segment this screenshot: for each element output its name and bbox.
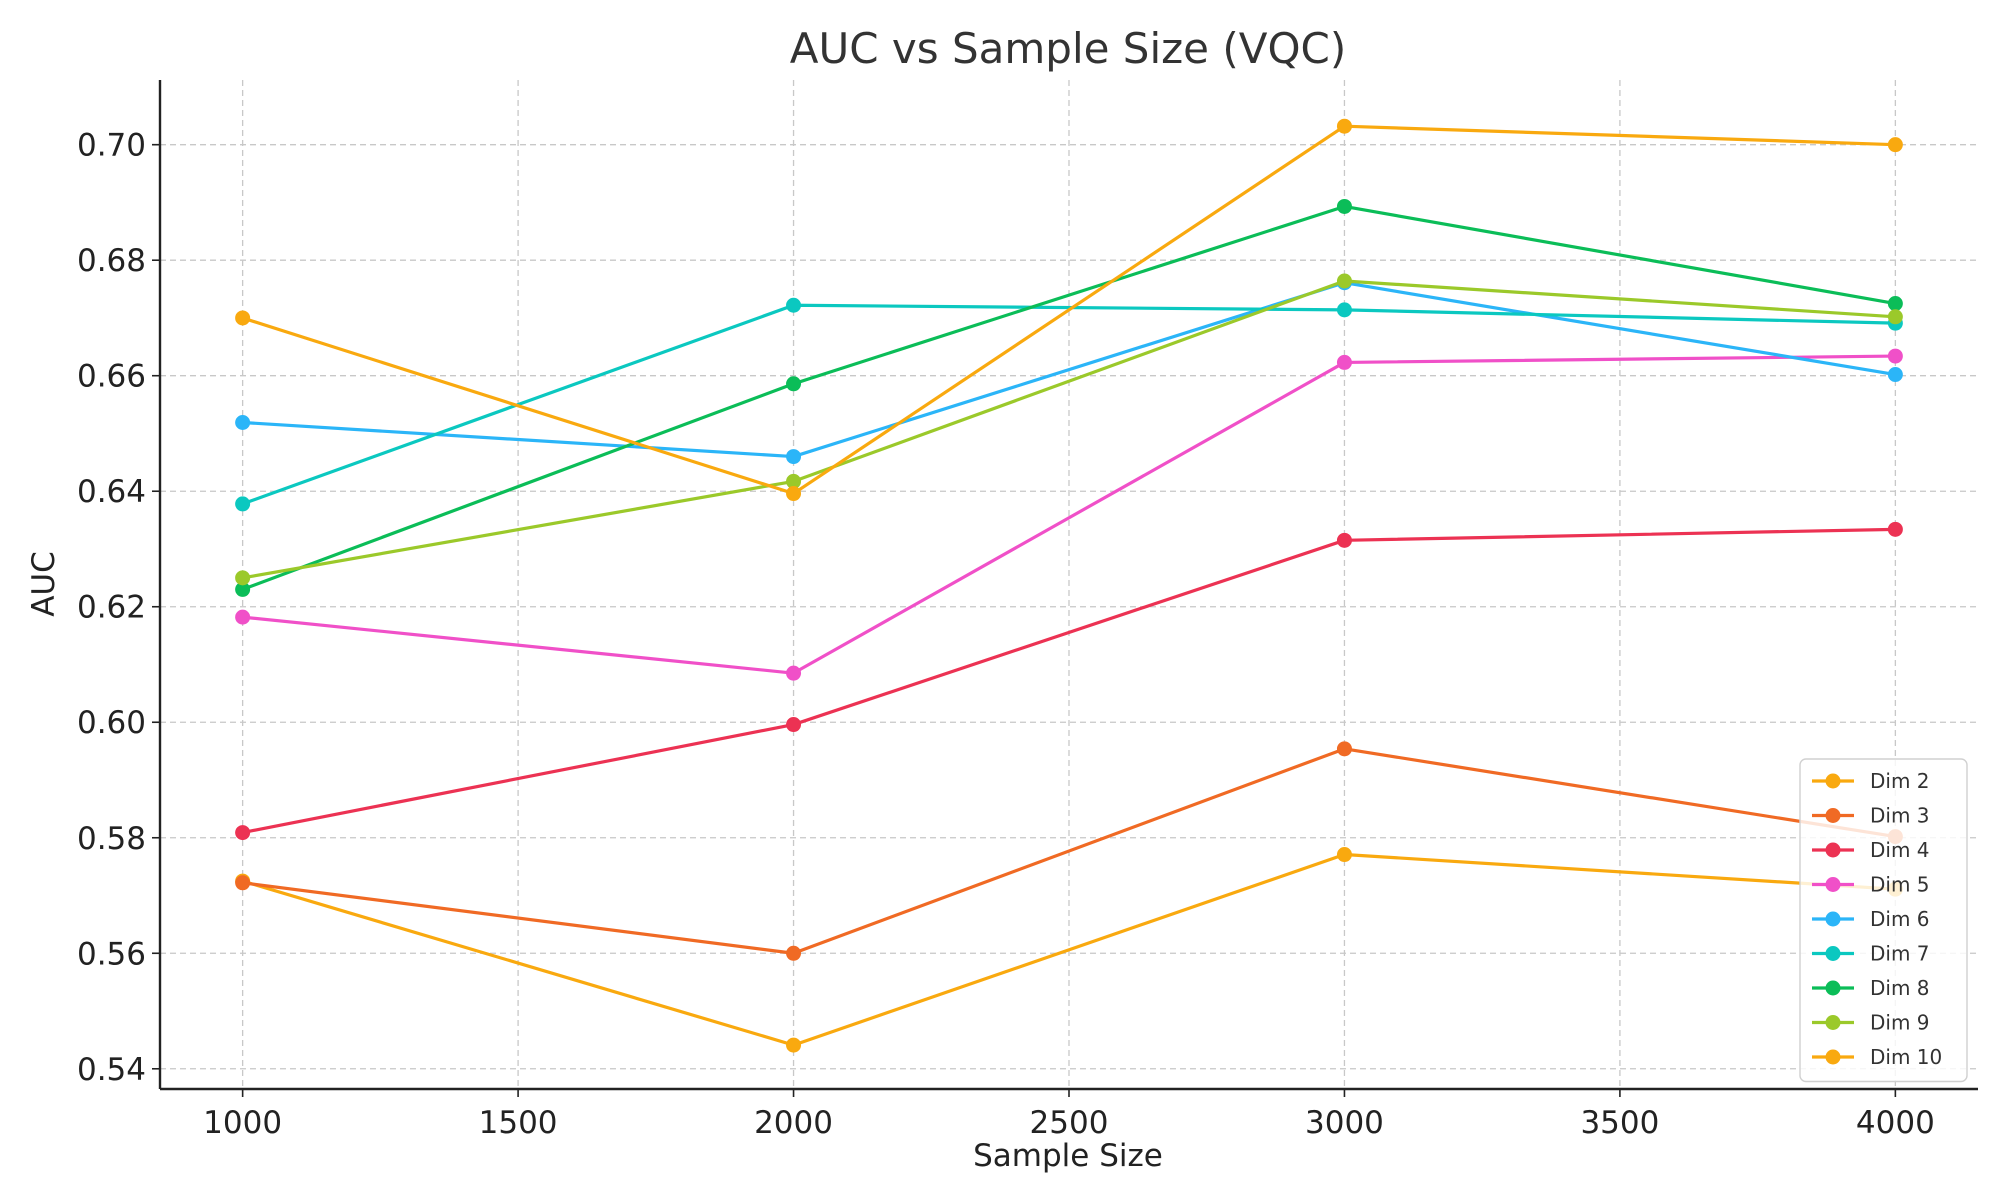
legend-label: Dim 6 — [1870, 907, 1930, 931]
data-point — [1336, 118, 1352, 134]
series-line — [242, 747, 1896, 955]
x-axis-label: Sample Size — [973, 1138, 1163, 1174]
data-point — [1887, 521, 1903, 537]
data-point — [786, 486, 802, 502]
data-point — [1887, 137, 1903, 153]
data-point — [786, 717, 802, 733]
chart-title: AUC vs Sample Size (VQC) — [790, 24, 1347, 73]
legend-label: Dim 10 — [1870, 1045, 1942, 1069]
data-point — [1336, 273, 1352, 289]
legend-label: Dim 5 — [1870, 873, 1930, 897]
data-point — [1336, 847, 1352, 863]
y-axis-label: AUC — [26, 551, 62, 617]
data-point — [786, 945, 802, 961]
legend-label: Dim 7 — [1870, 942, 1930, 966]
series-7 — [235, 198, 1903, 597]
data-point — [1887, 309, 1903, 325]
data-point — [235, 570, 251, 586]
series-line — [242, 852, 1896, 1047]
y-tick-label: 0.54 — [77, 1052, 146, 1088]
series-line — [242, 204, 1896, 591]
legend-item: Dim 9 — [1812, 1011, 1930, 1035]
data-point — [786, 665, 802, 681]
data-point — [1336, 354, 1352, 370]
data-point — [235, 875, 251, 891]
legend-label: Dim 3 — [1870, 804, 1930, 828]
series-line — [242, 279, 1896, 580]
legend-frame — [1799, 758, 1968, 1083]
x-tick-label: 4000 — [1856, 1105, 1935, 1141]
legend-marker — [1825, 980, 1841, 996]
series-line — [242, 527, 1896, 835]
data-point — [1336, 198, 1352, 214]
data-point — [1336, 532, 1352, 548]
y-tick-label: 0.68 — [77, 243, 146, 279]
legend-item: Dim 4 — [1812, 838, 1930, 862]
legend-marker — [1825, 773, 1841, 789]
series-9 — [235, 118, 1903, 502]
legend-item: Dim 6 — [1812, 907, 1930, 931]
legend-item: Dim 7 — [1812, 942, 1930, 966]
y-tick-label: 0.60 — [77, 705, 146, 741]
data-point — [235, 825, 251, 841]
data-point — [235, 496, 251, 512]
x-tick-label: 2500 — [1030, 1105, 1109, 1141]
legend-item: Dim 2 — [1812, 769, 1930, 793]
legend-marker — [1825, 946, 1841, 961]
data-point — [235, 414, 251, 430]
y-tick-label: 0.64 — [77, 474, 146, 510]
legend-item: Dim 3 — [1812, 804, 1930, 828]
series-group — [235, 118, 1903, 1053]
x-tick-label: 3500 — [1580, 1105, 1659, 1141]
legend-item: Dim 5 — [1812, 873, 1930, 897]
legend-marker — [1825, 808, 1841, 823]
series-8 — [235, 273, 1903, 586]
legend-marker — [1825, 877, 1841, 892]
x-tick-label: 1000 — [203, 1105, 282, 1141]
series-line — [242, 281, 1896, 459]
data-point — [1887, 296, 1903, 312]
series-4 — [235, 348, 1903, 681]
legend-item: Dim 8 — [1812, 976, 1930, 1000]
y-tick-label: 0.56 — [77, 936, 146, 972]
legend: Dim 2 Dim 3 Dim 4 Dim 5 Dim 6 Dim 7 Dim 8 Dim 9… — [1799, 758, 1968, 1083]
legend-item: Dim 10 — [1812, 1045, 1942, 1069]
x-tick-label: 3000 — [1305, 1105, 1384, 1141]
y-tick-label: 0.66 — [77, 359, 146, 395]
data-point — [786, 297, 802, 313]
legend-label: Dim 2 — [1870, 769, 1930, 793]
legend-label: Dim 9 — [1870, 1011, 1930, 1035]
y-ticks: 0.54 0.56 0.58 0.60 0.62 0.64 0.66 0.68 0.70 — [77, 128, 160, 1088]
x-tick-label: 2000 — [754, 1105, 833, 1141]
legend-marker — [1825, 1049, 1841, 1065]
x-ticks: 1000 1500 2000 2500 3000 3500 4000 — [203, 1089, 1935, 1141]
data-point — [235, 310, 251, 326]
y-tick-label: 0.70 — [77, 128, 146, 164]
legend-label: Dim 8 — [1870, 976, 1930, 1000]
x-tick-label: 1500 — [479, 1105, 558, 1141]
y-tick-label: 0.58 — [77, 821, 146, 857]
series-line — [242, 124, 1896, 496]
data-point — [786, 1037, 802, 1053]
y-tick-label: 0.62 — [77, 590, 146, 626]
legend-marker — [1825, 1015, 1841, 1030]
data-point — [235, 609, 251, 625]
series-3 — [235, 521, 1903, 841]
data-point — [235, 581, 251, 597]
legend-marker — [1825, 911, 1841, 927]
data-point — [786, 376, 802, 392]
data-point — [1336, 741, 1352, 757]
legend-label: Dim 4 — [1870, 838, 1930, 862]
data-point — [786, 449, 802, 465]
series-line — [242, 354, 1896, 675]
legend-marker — [1825, 842, 1841, 858]
data-point — [1887, 367, 1903, 383]
data-point — [1336, 302, 1352, 318]
data-point — [786, 473, 802, 489]
data-point — [1887, 348, 1903, 364]
